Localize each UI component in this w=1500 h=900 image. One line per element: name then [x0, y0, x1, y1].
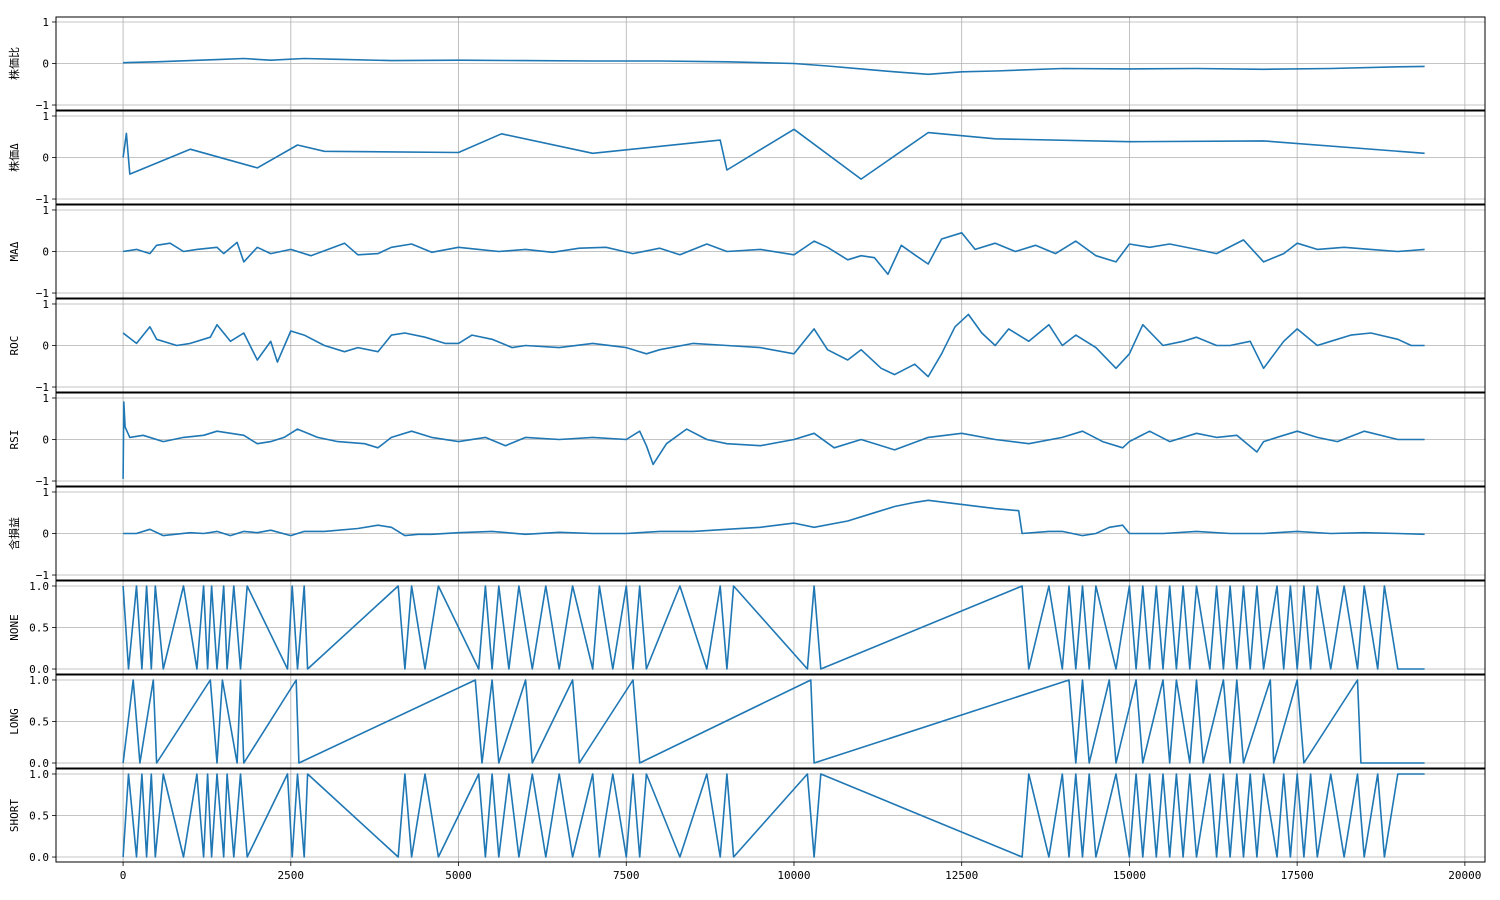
ytick-label-p2-2: 1 [42, 204, 49, 217]
series-line-panel-1 [122, 128, 1425, 180]
series-line-panel-4 [122, 401, 1425, 479]
series-line-panel-7 [122, 679, 1425, 764]
ytick-label-p5-2: 1 [42, 486, 49, 499]
ytick-label-p8-1: 0.5 [29, 810, 49, 823]
ytick-label-p8-0: 0.0 [29, 851, 49, 864]
ylabel-panel-6: NONE [8, 614, 21, 641]
ytick-label-p6-1: 0.5 [29, 622, 49, 635]
ytick-label-p3-1: 0 [42, 340, 49, 353]
ytick-label-p0-2: 1 [42, 16, 49, 29]
series-line-panel-8 [122, 773, 1425, 858]
ylabel-panel-1: 株価Δ [7, 143, 21, 172]
panel-frame-1 [55, 110, 1486, 205]
xtick-label-0: 0 [120, 869, 127, 882]
panel-frame-7 [55, 674, 1486, 769]
series-line-panel-3 [122, 313, 1425, 378]
series-line-panel-6 [122, 585, 1425, 670]
xtick-label-4: 10000 [777, 869, 810, 882]
ytick-label-p4-0: −1 [36, 475, 49, 488]
ylabel-panel-2: MAΔ [8, 241, 21, 261]
xtick-label-1: 2500 [278, 869, 305, 882]
label-layer: −1 0 1 株価比 −1 0 1 株価Δ −1 0 1 MAΔ −1 0 1 ROC −1 0 1 RSI −1 0 1 含… [7, 16, 1481, 882]
panel-frame-2 [55, 204, 1486, 299]
xtick-label-6: 15000 [1113, 869, 1146, 882]
ylabel-panel-8: SHORT [8, 799, 21, 832]
panel-frame-8 [55, 768, 1486, 863]
ytick-label-p2-1: 0 [42, 246, 49, 259]
series-line-panel-0 [123, 57, 1425, 76]
ytick-label-p2-0: −1 [36, 287, 49, 300]
panel-frame-6 [55, 580, 1486, 675]
ytick-label-p3-0: −1 [36, 381, 49, 394]
ytick-label-p1-0: −1 [36, 193, 49, 206]
series-layer [122, 57, 1425, 858]
ytick-label-p7-0: 0.0 [29, 757, 49, 770]
xtick-label-3: 7500 [613, 869, 640, 882]
panel-frame-4 [55, 392, 1486, 487]
xtick-label-7: 17500 [1281, 869, 1314, 882]
ytick-label-p5-1: 0 [42, 528, 49, 541]
panel-frame-5 [55, 486, 1486, 581]
ylabel-panel-5: 含損益 [7, 517, 21, 550]
xtick-label-5: 12500 [945, 869, 978, 882]
ylabel-panel-7: LONG [8, 708, 21, 735]
ytick-label-p5-0: −1 [36, 569, 49, 582]
grid-layer [56, 17, 1485, 862]
panel-frame-3 [55, 298, 1486, 393]
ylabel-panel-0: 株価比 [7, 47, 21, 80]
ytick-label-p6-0: 0.0 [29, 663, 49, 676]
series-line-panel-2 [122, 232, 1425, 276]
frame-layer [52, 16, 1486, 866]
ytick-label-p4-1: 0 [42, 434, 49, 447]
ytick-label-p0-1: 0 [42, 58, 49, 71]
ytick-label-p4-2: 1 [42, 392, 49, 405]
ytick-label-p1-1: 0 [42, 152, 49, 165]
ytick-label-p3-2: 1 [42, 298, 49, 311]
series-line-panel-5 [123, 499, 1425, 537]
ylabel-panel-4: RSI [8, 430, 21, 450]
ytick-label-p1-2: 1 [42, 110, 49, 123]
xtick-label-8: 20000 [1448, 869, 1481, 882]
ytick-label-p6-2: 1.0 [29, 580, 49, 593]
ytick-label-p7-2: 1.0 [29, 674, 49, 687]
xtick-label-2: 5000 [445, 869, 472, 882]
ylabel-panel-3: ROC [8, 336, 21, 356]
ytick-label-p0-0: −1 [36, 99, 49, 112]
ytick-label-p8-2: 1.0 [29, 768, 49, 781]
panel-frame-0 [55, 16, 1486, 111]
ytick-label-p7-1: 0.5 [29, 716, 49, 729]
